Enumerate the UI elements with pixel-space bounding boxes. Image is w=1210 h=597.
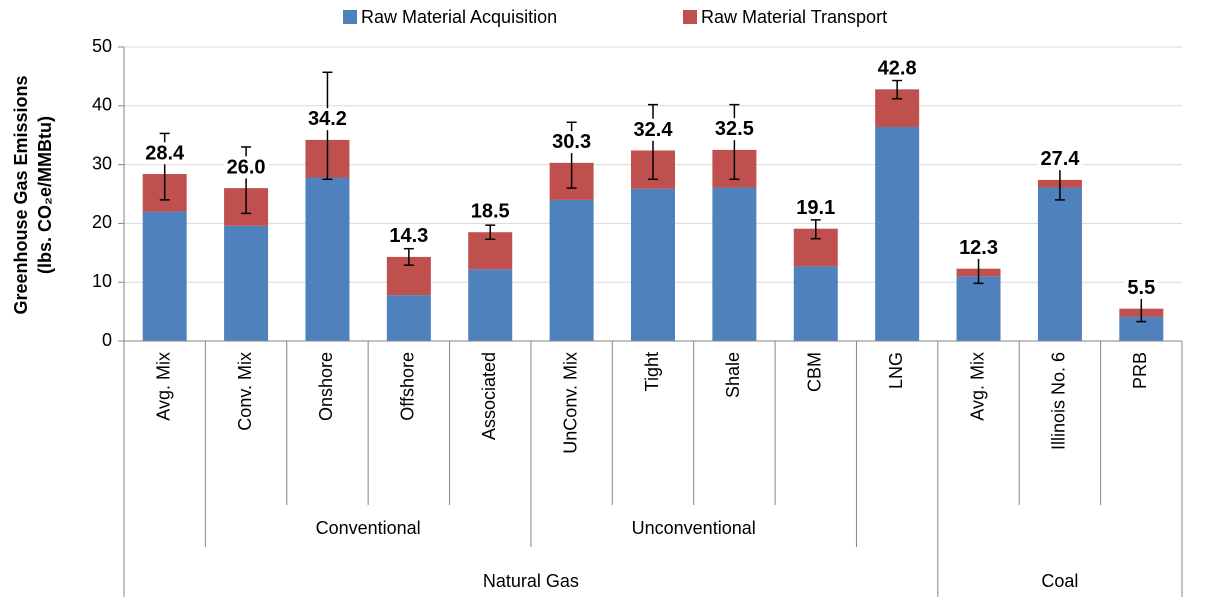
subgroup-label: Unconventional xyxy=(632,518,756,538)
x-tick-label: Shale xyxy=(723,352,743,398)
bar-segment xyxy=(631,188,675,341)
bar-segment xyxy=(142,211,187,341)
x-tick-label: Illinois No. 6 xyxy=(1049,352,1069,450)
value-label: 26.0 xyxy=(227,156,266,178)
value-label: 28.4 xyxy=(145,142,185,164)
bar-segment xyxy=(875,126,920,341)
value-label: 12.3 xyxy=(959,237,998,259)
value-label: 32.4 xyxy=(634,119,674,141)
legend-swatch xyxy=(683,10,697,24)
value-label-bg xyxy=(304,108,350,131)
value-label: 19.1 xyxy=(796,197,835,219)
subgroup-label: Conventional xyxy=(316,518,421,538)
value-label-bg xyxy=(630,118,677,141)
group-label: Coal xyxy=(1041,571,1078,591)
bar-segment xyxy=(549,199,594,341)
legend-label: Raw Material Transport xyxy=(701,7,887,27)
x-tick-label: Avg. Mix xyxy=(967,352,987,421)
legend-label: Raw Material Acquisition xyxy=(361,7,557,27)
value-label-bg xyxy=(956,236,1002,259)
x-tick-label: Conv. Mix xyxy=(235,352,255,431)
value-label: 30.3 xyxy=(552,131,591,153)
error-bar xyxy=(729,103,740,181)
value-label-bg xyxy=(549,131,595,154)
value-label-bg xyxy=(467,200,513,223)
value-label-bg xyxy=(386,225,432,248)
error-bar xyxy=(485,224,496,241)
value-label: 14.3 xyxy=(389,225,428,247)
x-tick-label: UnConv. Mix xyxy=(560,352,580,454)
x-tick-label: Associated xyxy=(479,352,499,440)
value-label-bg xyxy=(1124,276,1159,299)
bar-segment xyxy=(224,225,269,341)
bar-segment xyxy=(1037,187,1082,341)
y-tick-label: 20 xyxy=(92,212,112,232)
y-tick-label: 0 xyxy=(102,330,112,350)
x-tick-label: Tight xyxy=(642,352,662,391)
bar-segment xyxy=(386,295,431,341)
value-label-bg xyxy=(1037,148,1084,171)
value-label: 18.5 xyxy=(471,201,510,223)
bar-segment xyxy=(712,187,757,341)
x-tick-label: Avg. Mix xyxy=(153,352,173,421)
x-tick-label: PRB xyxy=(1130,352,1150,389)
y-axis-title-line: (lbs. CO₂e/MMBtu) xyxy=(35,116,55,274)
x-tick-label: Offshore xyxy=(398,352,418,421)
value-label-bg xyxy=(793,196,839,219)
y-axis-title-line: Greenhouse Gas Emissions xyxy=(11,75,31,314)
bar-segment xyxy=(305,177,350,341)
x-tick-label: CBM xyxy=(805,352,825,392)
value-label-bg xyxy=(142,142,189,165)
error-bar xyxy=(403,247,414,266)
error-bar xyxy=(648,103,658,181)
y-tick-label: 40 xyxy=(92,95,112,115)
group-label: Natural Gas xyxy=(483,571,579,591)
y-axis-title: Greenhouse Gas Emissions (lbs. CO₂e/MMBt… xyxy=(11,75,55,314)
error-bar xyxy=(892,79,903,100)
x-tick-label: Onshore xyxy=(316,352,336,421)
value-label-bg xyxy=(711,118,757,141)
value-label: 5.5 xyxy=(1127,277,1155,299)
x-tick-label: LNG xyxy=(886,352,906,389)
error-bar xyxy=(810,219,821,240)
value-label-bg xyxy=(874,57,920,80)
value-label: 42.8 xyxy=(878,58,917,80)
value-label-bg xyxy=(223,156,269,179)
legend-swatch xyxy=(343,10,357,24)
bar-segment xyxy=(793,266,838,341)
value-label: 27.4 xyxy=(1040,148,1080,170)
y-tick-label: 30 xyxy=(92,153,112,173)
value-label: 32.5 xyxy=(715,118,754,140)
bar-segment xyxy=(956,276,1001,341)
bar-segment xyxy=(468,269,513,341)
y-tick-label: 50 xyxy=(92,36,112,56)
value-label: 34.2 xyxy=(308,108,347,130)
y-tick-label: 10 xyxy=(92,271,112,291)
